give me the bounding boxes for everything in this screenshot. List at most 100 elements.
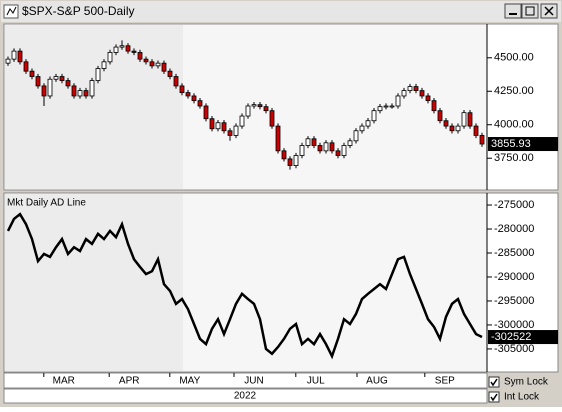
candle-body bbox=[47, 78, 53, 97]
checkbox-label[interactable]: Sym Lock bbox=[504, 377, 549, 388]
candle-body bbox=[359, 125, 365, 132]
ad-line bbox=[6, 212, 483, 360]
candle-body bbox=[377, 106, 383, 112]
candle-body bbox=[413, 86, 419, 91]
candle-body bbox=[431, 100, 437, 112]
x-tick-label: MAY bbox=[179, 376, 200, 387]
candle-body bbox=[239, 115, 245, 127]
candle-body bbox=[143, 58, 149, 63]
last-value-label: 3855.93 bbox=[491, 138, 531, 150]
candle-body bbox=[53, 76, 59, 80]
candle-body bbox=[305, 138, 311, 146]
maximize-button[interactable] bbox=[521, 3, 539, 19]
minimize-button[interactable] bbox=[504, 3, 522, 19]
candle-body bbox=[17, 50, 23, 63]
candle-body bbox=[371, 110, 377, 122]
candle-body bbox=[341, 145, 347, 156]
candle-body bbox=[125, 45, 131, 52]
candle-body bbox=[437, 110, 443, 122]
candle-body bbox=[11, 50, 17, 60]
y-tick-label: -305000 bbox=[494, 343, 534, 355]
candle-body bbox=[215, 122, 221, 130]
y-tick-label: 3750.00 bbox=[494, 152, 534, 164]
candle-body bbox=[203, 105, 209, 120]
candle-body bbox=[59, 76, 65, 81]
title-bar bbox=[1, 1, 561, 22]
candle-body bbox=[245, 105, 251, 117]
candle-body bbox=[275, 125, 281, 152]
candle-body bbox=[65, 80, 71, 87]
candle-body bbox=[77, 90, 83, 97]
check-glyph bbox=[490, 378, 498, 387]
candle-body bbox=[167, 70, 173, 77]
candle-body bbox=[257, 104, 263, 108]
y-tick-label: -295000 bbox=[494, 295, 534, 307]
window-buttons[interactable] bbox=[504, 3, 558, 19]
checkbox[interactable] bbox=[488, 376, 500, 388]
x-tick-label: SEP bbox=[435, 376, 455, 387]
candle-body bbox=[221, 122, 227, 132]
checkbox-label[interactable]: Int Lock bbox=[504, 392, 540, 403]
candle-body bbox=[353, 130, 359, 142]
candle-body bbox=[107, 52, 113, 63]
last-value-label: -302522 bbox=[491, 331, 531, 343]
candle-body bbox=[329, 142, 335, 152]
candle-body bbox=[365, 120, 371, 127]
candle-body bbox=[233, 125, 239, 136]
y-tick-label: 4000.00 bbox=[494, 119, 534, 131]
candle-body bbox=[455, 125, 461, 132]
last-value-box bbox=[488, 137, 558, 152]
checkbox[interactable] bbox=[488, 391, 500, 403]
y-tick-label: -280000 bbox=[494, 223, 534, 235]
candle-body bbox=[161, 62, 167, 72]
window-title: $SPX-S&P 500-Daily bbox=[22, 4, 135, 18]
candle-body bbox=[83, 90, 89, 97]
candle-body bbox=[263, 106, 269, 112]
date-axis bbox=[3, 372, 488, 389]
candle-body bbox=[119, 45, 125, 48]
candle-body bbox=[29, 70, 35, 77]
candle-body bbox=[347, 140, 353, 146]
candle-body bbox=[269, 110, 275, 127]
candle-body bbox=[425, 95, 431, 102]
candle-body bbox=[227, 130, 233, 136]
candle-body bbox=[179, 85, 185, 94]
candle-body bbox=[209, 118, 215, 130]
maximize-glyph bbox=[525, 6, 535, 16]
candle-body bbox=[71, 85, 77, 97]
year-label: 2022 bbox=[234, 391, 257, 402]
shade bbox=[5, 194, 183, 371]
candle-body bbox=[299, 145, 305, 156]
candle-body bbox=[149, 61, 155, 67]
shade bbox=[183, 194, 487, 371]
candle-body bbox=[419, 90, 425, 97]
candle-body bbox=[383, 105, 389, 108]
candle-body bbox=[89, 80, 95, 97]
candle-body bbox=[461, 112, 467, 127]
x-tick-label: MAR bbox=[53, 376, 75, 387]
candle-body bbox=[311, 138, 317, 146]
candle-body bbox=[95, 68, 101, 81]
shade bbox=[5, 25, 183, 189]
candle-body bbox=[293, 155, 299, 166]
candle-body bbox=[281, 150, 287, 160]
x-tick-label: JUN bbox=[244, 376, 263, 387]
candle-body bbox=[101, 61, 107, 69]
candle-body bbox=[137, 52, 143, 60]
candle-body bbox=[185, 92, 191, 97]
candle-body bbox=[287, 158, 293, 166]
candle-body bbox=[335, 150, 341, 156]
last-value-box bbox=[488, 330, 558, 345]
candle-body bbox=[191, 95, 197, 102]
y-tick-label: 4250.00 bbox=[494, 85, 534, 97]
candle-body bbox=[443, 120, 449, 127]
candle-body bbox=[479, 135, 485, 145]
candle-body bbox=[395, 95, 401, 107]
candle-body bbox=[467, 112, 473, 127]
candle-body bbox=[323, 142, 329, 152]
candle-body bbox=[197, 100, 203, 107]
candle-body bbox=[251, 104, 257, 107]
x-tick-label: AUG bbox=[366, 376, 388, 387]
x-tick-label: APR bbox=[119, 376, 140, 387]
